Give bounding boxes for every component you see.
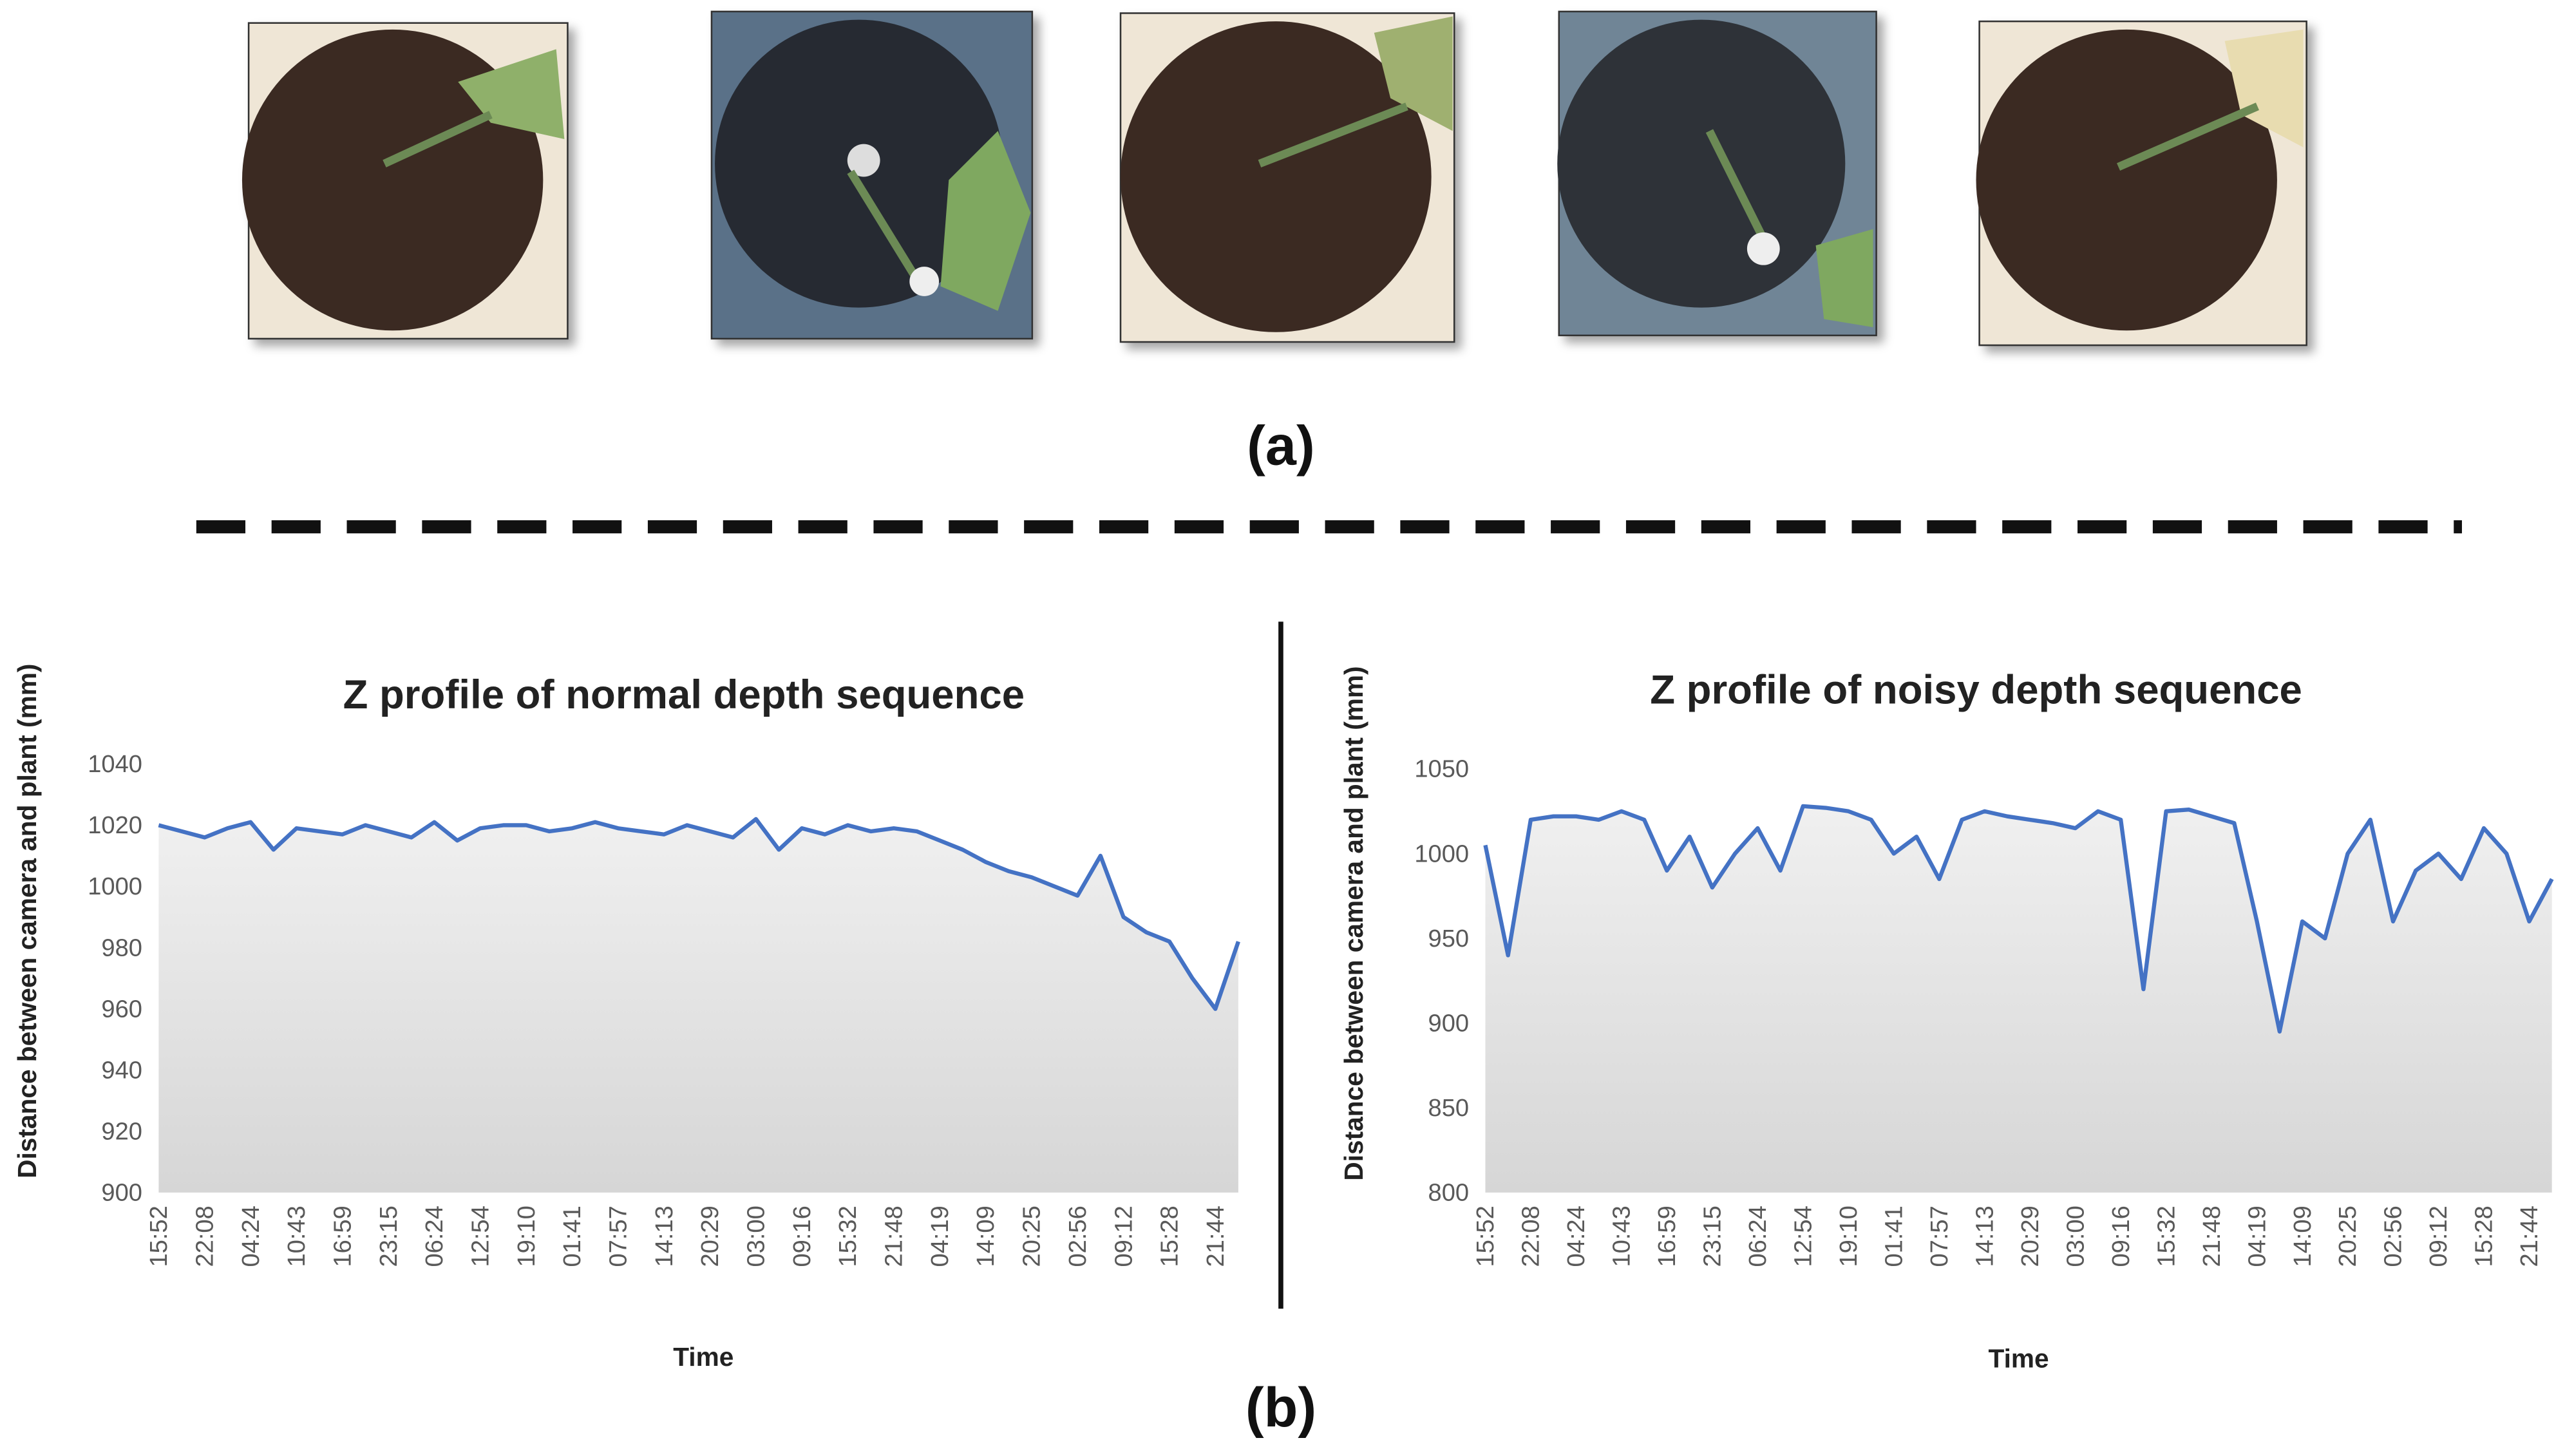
area: [158, 818, 1238, 1193]
x-tick-label: 14:13: [651, 1205, 678, 1267]
x-tick-label: 09:16: [789, 1205, 816, 1267]
chart-title: Z profile of normal depth sequence: [343, 672, 1025, 717]
x-tick-label: 10:43: [1609, 1205, 1636, 1267]
x-tick-label: 02:56: [2380, 1205, 2407, 1267]
x-tick-label: 03:00: [743, 1205, 770, 1267]
x-tick-label: 03:00: [2062, 1205, 2089, 1267]
y-tick-label: 960: [101, 996, 142, 1023]
x-tick-label: 09:16: [2108, 1205, 2135, 1267]
y-axis-label: Distance between camera and plant (mm): [1339, 666, 1368, 1180]
y-tick-label: 850: [1428, 1095, 1470, 1122]
photo: [1119, 12, 1455, 343]
x-tick-label: 12:54: [467, 1205, 494, 1267]
y-tick-label: 940: [101, 1057, 142, 1084]
x-axis-label: Time: [1989, 1344, 2049, 1374]
x-tick-label: 15:52: [1472, 1205, 1499, 1267]
x-tick-label: 07:57: [1926, 1205, 1953, 1267]
photo: [241, 22, 569, 340]
x-tick-label: 06:24: [1745, 1205, 1772, 1267]
photo: [1976, 20, 2307, 346]
x-tick-label: 23:15: [1699, 1205, 1727, 1267]
x-tick-label: 09:12: [1110, 1205, 1137, 1267]
photo: [1557, 10, 1877, 337]
panel-label: (b): [1245, 1377, 1316, 1439]
x-tick-label: 19:10: [1835, 1205, 1862, 1267]
x-tick-label: 04:19: [927, 1205, 954, 1267]
line: [158, 817, 1240, 1011]
x-tick-label: 07:57: [605, 1205, 632, 1267]
panel-label: (a): [1247, 415, 1315, 477]
x-tick-label: 21:44: [1202, 1205, 1229, 1267]
y-tick-label: 1050: [1414, 756, 1469, 783]
x-tick-label: 20:25: [2334, 1205, 2362, 1267]
y-tick-label: 1000: [88, 873, 142, 900]
x-axis-label: Time: [673, 1342, 734, 1372]
x-tick-label: 20:29: [2017, 1205, 2044, 1267]
y-tick-label: 920: [101, 1119, 142, 1146]
photo: [710, 10, 1034, 340]
y-tick-label: 1040: [88, 751, 142, 778]
x-tick-label: 23:15: [375, 1205, 402, 1267]
y-tick-label: 900: [1428, 1010, 1470, 1037]
x-tick-label: 22:08: [1518, 1205, 1545, 1267]
area: [1485, 806, 2552, 1193]
y-tick-label: 900: [101, 1180, 142, 1207]
x-tick-label: 22:08: [191, 1205, 218, 1267]
x-tick-label: 21:44: [2516, 1205, 2543, 1267]
x-tick-label: 14:13: [1971, 1205, 1998, 1267]
x-tick-label: 01:41: [1880, 1205, 1907, 1267]
x-tick-label: 15:28: [2471, 1205, 2498, 1267]
x-tick-label: 04:24: [238, 1205, 265, 1267]
x-tick-label: 20:25: [1019, 1205, 1046, 1267]
x-tick-label: 14:09: [972, 1205, 999, 1267]
x-tick-label: 14:09: [2289, 1205, 2316, 1267]
x-tick-label: 04:19: [2244, 1205, 2271, 1267]
y-axis-label: Distance between camera and plant (mm): [12, 664, 42, 1178]
x-tick-label: 06:24: [421, 1205, 448, 1267]
x-tick-label: 15:32: [835, 1205, 862, 1267]
line: [1483, 804, 2554, 1034]
x-tick-label: 21:48: [2199, 1205, 2226, 1267]
y-tick-label: 1020: [88, 812, 142, 839]
x-tick-label: 21:48: [881, 1205, 908, 1267]
x-tick-label: 15:28: [1157, 1205, 1184, 1267]
x-tick-label: 19:10: [513, 1205, 540, 1267]
x-tick-label: 01:41: [559, 1205, 586, 1267]
y-tick-label: 950: [1428, 925, 1470, 952]
x-tick-label: 16:59: [329, 1205, 356, 1267]
x-tick-label: 09:12: [2425, 1205, 2452, 1267]
x-tick-label: 12:54: [1790, 1205, 1817, 1267]
photo-strip: [241, 10, 2307, 346]
y-tick-label: 1000: [1414, 840, 1469, 867]
y-tick-label: 980: [101, 934, 142, 961]
x-tick-label: 02:56: [1065, 1205, 1092, 1267]
x-tick-label: 15:32: [2153, 1205, 2180, 1267]
x-tick-label: 20:29: [697, 1205, 724, 1267]
x-tick-label: 04:24: [1563, 1205, 1590, 1267]
x-tick-label: 10:43: [283, 1205, 310, 1267]
x-tick-label: 15:52: [146, 1205, 173, 1267]
y-tick-label: 800: [1428, 1180, 1470, 1207]
x-tick-label: 16:59: [1654, 1205, 1681, 1267]
chart-title: Z profile of noisy depth sequence: [1650, 667, 2302, 712]
